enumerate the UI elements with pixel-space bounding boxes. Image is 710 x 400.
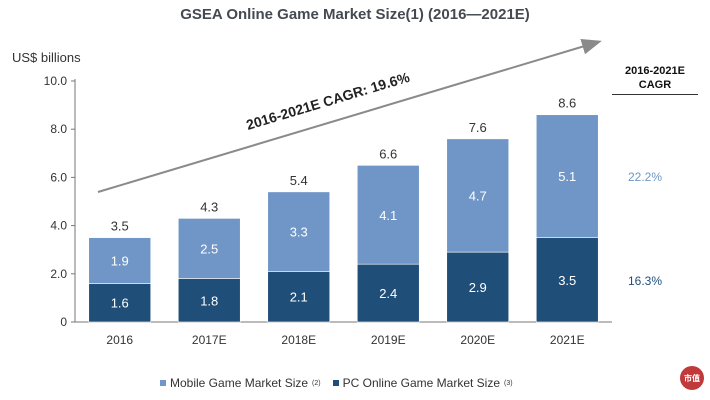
y-tick-label: 4.0 [50, 219, 67, 233]
x-tick-label: 2018E [281, 333, 316, 347]
x-tick-label: 2021E [550, 333, 585, 347]
bar-value-label: 2.4 [379, 286, 397, 301]
bar-segment-mobile [267, 191, 331, 272]
brand-seal: 市值 [680, 366, 704, 390]
bar-value-label: 2.9 [469, 280, 487, 295]
y-tick-label: 10.0 [44, 74, 68, 88]
bar-segment-mobile [88, 237, 152, 284]
legend-label-pc: PC Online Game Market Size [342, 376, 500, 390]
bar-segment-pc [535, 237, 599, 323]
y-tick-label: 2.0 [50, 267, 67, 281]
y-tick-label: 6.0 [50, 170, 67, 184]
bar-value-label: 2.1 [290, 290, 308, 305]
bar-total-label: 5.4 [290, 173, 308, 188]
bar-segment-pc [446, 251, 510, 323]
chart-title: GSEA Online Game Market Size(1) (2016—20… [180, 6, 530, 23]
bar-segment-mobile [356, 165, 420, 265]
x-tick-label: 2020E [460, 333, 495, 347]
y-tick-label: 8.0 [50, 122, 67, 136]
x-tick-label: 2017E [192, 333, 227, 347]
cagr-arrow [97, 38, 602, 193]
x-tick-label: 2016 [106, 333, 133, 347]
bar-segment-mobile [177, 218, 241, 279]
bar-value-label: 1.6 [111, 296, 129, 311]
legend-swatch-pc [332, 380, 339, 386]
bar-segment-pc [267, 271, 331, 323]
cagr-header: 2016-2021E CAGR [612, 64, 698, 95]
bar-segment-mobile [446, 138, 510, 253]
y-tick-label: 0 [60, 315, 67, 329]
bar-segment-pc [177, 278, 241, 323]
x-tick-label: 2019E [371, 333, 406, 347]
bar-total-label: 4.3 [200, 199, 218, 214]
bar-segment-pc [88, 283, 152, 323]
bar-value-label: 1.8 [200, 293, 218, 308]
legend-footnote-pc: (3) [504, 379, 513, 387]
bar-total-label: 8.6 [558, 96, 576, 111]
legend-swatch-mobile [160, 380, 166, 386]
legend-footnote-mobile: (2) [312, 379, 321, 387]
y-axis-label: US$ billions [12, 50, 81, 65]
bar-value-label: 3.3 [290, 225, 308, 240]
bar-value-label: 3.5 [558, 273, 576, 288]
legend-label-mobile: Mobile Game Market Size [170, 376, 309, 390]
legend: Mobile Game Market Size (2) PC Online Gam… [160, 376, 513, 390]
bar-total-label: 7.6 [469, 120, 487, 135]
bar-total-label: 3.5 [111, 219, 129, 234]
cagr-value-mobile: 22.2% [628, 170, 662, 184]
legend-item-pc: PC Online Game Market Size (3) [332, 376, 513, 390]
bar-value-label: 4.1 [379, 208, 397, 223]
legend-item-mobile: Mobile Game Market Size (2) [160, 376, 321, 390]
bar-segment-mobile [535, 114, 599, 238]
bar-value-label: 4.7 [469, 188, 487, 203]
bar-value-label: 2.5 [200, 241, 218, 256]
bar-value-label: 1.9 [111, 254, 129, 269]
bar-value-label: 5.1 [558, 169, 576, 184]
bar-total-label: 6.6 [379, 146, 397, 161]
cagr-value-pc: 16.3% [628, 274, 662, 288]
